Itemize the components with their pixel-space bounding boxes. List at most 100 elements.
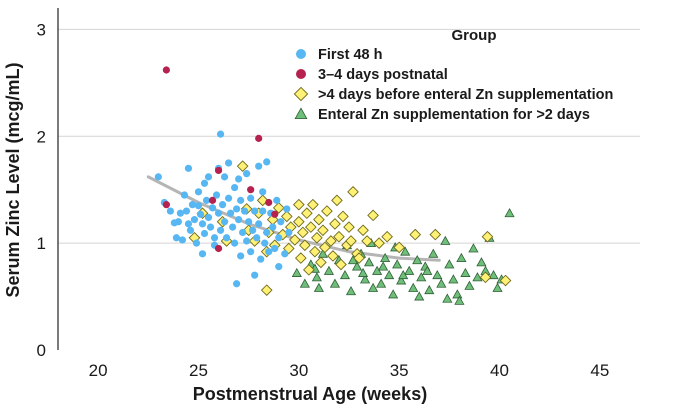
data-point xyxy=(204,213,213,222)
data-point xyxy=(327,250,339,262)
data-point xyxy=(162,201,170,209)
data-point xyxy=(265,198,273,207)
data-point xyxy=(376,278,387,288)
data-point xyxy=(373,237,385,249)
data-point xyxy=(311,272,322,282)
data-point xyxy=(325,235,337,247)
data-point xyxy=(280,210,293,223)
data-point xyxy=(309,245,321,258)
data-point xyxy=(317,224,329,237)
data-point xyxy=(263,158,271,166)
data-point xyxy=(294,252,307,264)
data-point xyxy=(271,244,279,253)
data-point xyxy=(271,210,279,218)
data-point xyxy=(367,209,379,222)
y-tick-label: 0 xyxy=(37,341,46,360)
legend-label: First 48 h xyxy=(318,47,382,63)
data-point xyxy=(321,205,333,217)
data-point xyxy=(226,209,235,217)
data-point xyxy=(247,186,255,194)
data-point xyxy=(255,162,263,170)
data-point xyxy=(257,255,265,263)
legend-label: 3–4 days postnatal xyxy=(318,67,448,83)
data-point xyxy=(283,205,291,213)
data-point xyxy=(261,239,269,247)
data-point xyxy=(247,194,255,202)
data-point xyxy=(288,234,301,246)
x-tick-label: 45 xyxy=(590,361,609,380)
data-point xyxy=(396,275,407,285)
data-point xyxy=(235,175,243,183)
data-point xyxy=(247,248,255,256)
data-point xyxy=(162,66,170,74)
legend-marker xyxy=(296,69,306,79)
data-point xyxy=(222,234,231,242)
data-point xyxy=(218,201,227,209)
data-point xyxy=(428,248,439,258)
data-point xyxy=(359,274,371,284)
data-point xyxy=(299,278,310,288)
data-point xyxy=(479,271,492,284)
data-point xyxy=(337,210,349,223)
data-point xyxy=(468,243,479,253)
data-point xyxy=(231,183,239,192)
data-point xyxy=(259,207,267,215)
series-3 xyxy=(291,207,515,305)
data-point xyxy=(456,252,467,263)
data-point xyxy=(178,236,187,244)
y-tick-label: 1 xyxy=(37,234,46,253)
data-point xyxy=(194,202,203,210)
data-point xyxy=(424,284,435,295)
data-point xyxy=(442,293,453,303)
data-point xyxy=(239,228,247,237)
data-point xyxy=(275,263,283,271)
data-point xyxy=(301,207,313,220)
data-point xyxy=(259,188,267,196)
data-point xyxy=(176,209,185,217)
data-point xyxy=(388,289,399,299)
data-point xyxy=(460,267,471,277)
data-point xyxy=(214,166,223,175)
data-point xyxy=(317,248,328,258)
data-point xyxy=(188,201,197,209)
data-point xyxy=(233,205,241,213)
data-point xyxy=(154,173,162,181)
x-axis-title: Postmenstrual Age (weeks) xyxy=(193,384,427,404)
x-tick-label: 40 xyxy=(490,361,509,380)
x-tick-label: 30 xyxy=(289,361,308,380)
legend-label: Enteral Zn supplementation for >2 days xyxy=(318,107,590,123)
data-point xyxy=(237,252,245,260)
data-point xyxy=(444,259,455,269)
data-point xyxy=(392,259,403,269)
data-point xyxy=(381,230,393,243)
data-point xyxy=(214,244,223,253)
data-point xyxy=(224,159,233,167)
legend-label: >4 days before enteral Zn supplementatio… xyxy=(318,87,613,103)
data-point xyxy=(409,228,422,241)
data-point xyxy=(216,130,225,138)
data-point xyxy=(416,272,427,282)
data-point xyxy=(464,280,475,290)
data-point xyxy=(192,239,201,247)
data-point xyxy=(333,230,345,243)
data-point xyxy=(432,269,443,280)
data-point xyxy=(243,170,251,178)
data-point xyxy=(233,280,241,288)
data-point xyxy=(404,265,415,275)
data-point xyxy=(198,250,207,258)
data-point xyxy=(231,239,239,247)
data-point xyxy=(174,218,183,226)
data-point xyxy=(241,207,249,215)
x-tick-label: 35 xyxy=(390,361,409,380)
data-point xyxy=(313,213,325,226)
legend-title: Group xyxy=(452,27,497,44)
data-point xyxy=(361,235,373,247)
data-point xyxy=(303,264,315,276)
data-point xyxy=(263,228,271,237)
data-point xyxy=(272,202,285,214)
data-point xyxy=(307,198,319,211)
data-point xyxy=(245,218,253,226)
data-point xyxy=(186,226,195,234)
data-point xyxy=(319,241,331,254)
